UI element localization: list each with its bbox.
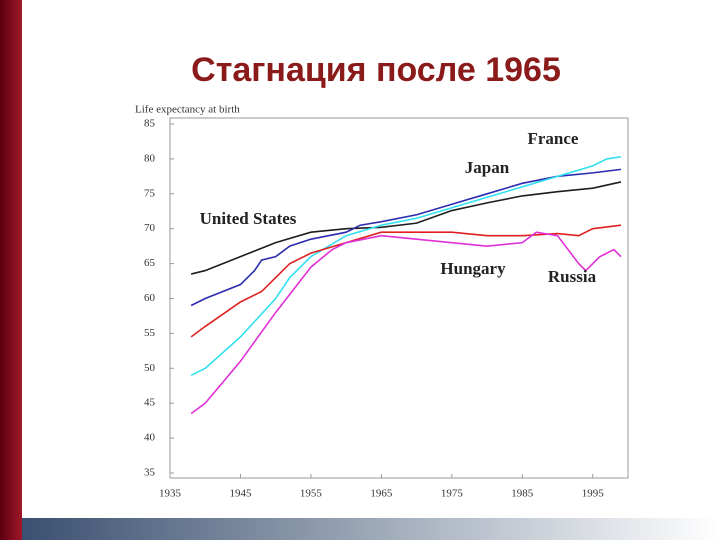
y-tick-label: 80 (144, 152, 156, 164)
plot-frame (169, 117, 629, 479)
x-tick-label: 1935 (159, 488, 182, 500)
series-label: France (528, 129, 579, 148)
series-line (190, 224, 622, 338)
y-tick-label: 55 (144, 327, 156, 339)
y-tick-label: 40 (144, 432, 156, 444)
x-tick-label: 1965 (370, 488, 393, 500)
y-tick-label: 75 (144, 187, 156, 199)
bottom-bar (22, 518, 720, 540)
y-tick-label: 65 (144, 257, 156, 269)
x-tick-label: 1985 (511, 488, 534, 500)
series-label: Russia (548, 267, 597, 286)
series-line (190, 231, 622, 415)
x-tick-label: 1975 (441, 488, 464, 500)
slide-title: Стагнация после 1965 (191, 51, 561, 89)
left-bar (0, 0, 22, 540)
series-label: Hungary (440, 259, 506, 278)
y-axis-label: Life expectancy at birth (135, 104, 240, 116)
x-tick-label: 1945 (229, 488, 252, 500)
x-tick-label: 1995 (582, 488, 605, 500)
y-tick-label: 35 (144, 467, 156, 479)
y-tick-label: 60 (144, 292, 156, 304)
series-line (190, 181, 622, 275)
series-line (190, 168, 622, 307)
y-tick-label: 70 (144, 222, 156, 234)
y-tick-label: 45 (144, 397, 156, 409)
series-line (190, 156, 622, 376)
series-label: Japan (465, 158, 510, 177)
y-tick-label: 85 (144, 118, 156, 130)
x-tick-label: 1955 (300, 488, 323, 500)
y-tick-label: 50 (144, 362, 156, 374)
series-label: United States (200, 209, 297, 228)
